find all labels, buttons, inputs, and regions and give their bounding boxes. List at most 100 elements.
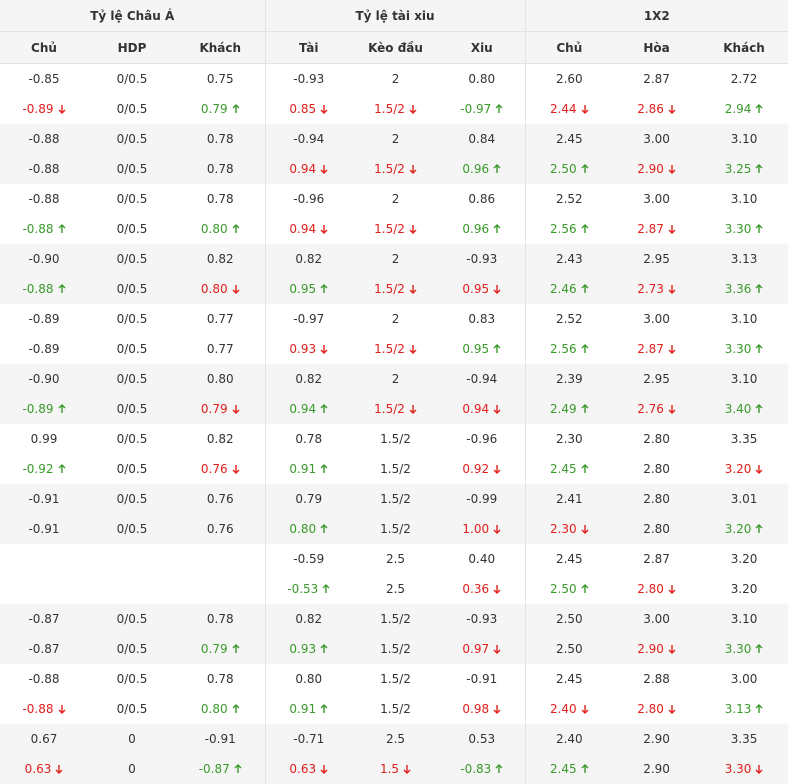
odds-cell: 0.95 — [439, 334, 525, 364]
odds-cell: 2.45 — [524, 124, 614, 154]
trend-arrow — [668, 225, 676, 234]
odds-cell: 0.80 — [264, 514, 353, 544]
odds-cell: 0.82 — [206, 432, 234, 446]
odds-value: 2.56 — [549, 342, 577, 356]
odds-cell: 3.20 — [700, 454, 788, 484]
odds-cell: 0/0.5 — [88, 604, 176, 634]
odds-cell: 0/0.5 — [116, 192, 148, 206]
odds-cell: 1.5/2 — [352, 604, 440, 634]
odds-cell: 3.30 — [700, 214, 788, 244]
odds-cell: 0.93 — [264, 634, 353, 664]
odds-cell: 3.13 — [700, 244, 788, 274]
trend-arrow — [581, 705, 589, 714]
odds-value: 1.5/2 — [374, 162, 405, 176]
odds-cell: 0/0.5 — [88, 244, 176, 274]
group-header: Tỷ lệ tài xiu — [264, 0, 526, 32]
odds-value: 3.20 — [724, 522, 752, 536]
odds-value: 2.73 — [637, 282, 664, 296]
odds-value: 3.30 — [724, 222, 752, 236]
odds-row: -0.53 2.5 0.36 2.50 2.80 3.20 — [0, 574, 788, 604]
odds-value: 3.20 — [724, 462, 752, 476]
odds-cell: -0.53 — [264, 574, 353, 604]
odds-cell: 2.45 — [524, 664, 614, 694]
odds-cell: 0.67 — [0, 724, 88, 754]
trend-arrow — [493, 344, 501, 353]
column-header: Khách — [176, 31, 266, 64]
trend-arrow — [234, 764, 242, 773]
odds-row: 0.99 0/0.5 0.82 0.78 1.5/2 -0.96 2.30 2.80 3.35 — [0, 424, 788, 454]
odds-value: 0.96 — [462, 222, 490, 236]
trend-arrow — [58, 404, 66, 413]
odds-cell: 3.30 — [700, 754, 788, 784]
odds-cell: 0.79 — [264, 484, 353, 514]
odds-cell: 0.78 — [264, 424, 353, 454]
odds-cell: -0.85 — [28, 72, 60, 86]
odds-value: 0.79 — [200, 102, 228, 116]
trend-arrow — [668, 285, 676, 294]
odds-cell: 1.5/2 — [352, 334, 439, 364]
column-header: Tài — [264, 31, 353, 64]
odds-value: 0.80 — [200, 702, 228, 716]
odds-cell: -0.93 — [264, 63, 353, 94]
odds-cell: 0.82 — [264, 244, 353, 274]
odds-value: 0.96 — [462, 162, 490, 176]
odds-cell: 0.94 — [264, 154, 353, 184]
odds-cell: 1.5/2 — [380, 462, 411, 476]
odds-cell: -0.97 — [264, 304, 353, 334]
odds-cell: 1.5/2 — [380, 702, 411, 716]
trend-arrow — [493, 585, 501, 594]
odds-value: -0.83 — [460, 762, 492, 776]
odds-value: 2.56 — [549, 222, 577, 236]
odds-cell: 2 — [352, 364, 440, 394]
odds-cell: 0.78 — [206, 192, 234, 206]
trend-arrow — [493, 285, 501, 294]
trend-arrow — [755, 704, 763, 713]
odds-cell: 0.91 — [264, 454, 353, 484]
odds-cell: -0.90 — [0, 244, 88, 274]
odds-cell: 2.80 — [643, 432, 670, 446]
odds-cell: -0.87 — [176, 754, 266, 784]
trend-arrow — [755, 104, 763, 113]
odds-cell: 0.77 — [206, 312, 234, 326]
trend-arrow — [493, 525, 501, 534]
odds-cell: 1.5/2 — [380, 432, 411, 446]
odds-cell: 0/0.5 — [88, 514, 176, 544]
odds-value: 3.36 — [724, 282, 752, 296]
odds-value: 2.87 — [637, 342, 664, 356]
odds-cell: -0.96 — [264, 184, 353, 214]
odds-value: 3.13 — [724, 702, 752, 716]
odds-cell: 3.25 — [700, 154, 788, 184]
odds-cell: 0.80 — [176, 364, 266, 394]
odds-value: -0.53 — [287, 582, 319, 596]
odds-cell: 2.56 — [524, 334, 614, 364]
odds-cell: 0.76 — [176, 484, 266, 514]
group-header: Tỷ lệ Châu Á — [0, 0, 266, 32]
trend-arrow — [755, 465, 763, 474]
trend-arrow — [668, 705, 676, 714]
trend-arrow — [322, 584, 330, 593]
odds-cell: 0.78 — [176, 604, 266, 634]
odds-cell: 2.49 — [524, 394, 614, 424]
odds-cell: 2.46 — [524, 274, 614, 304]
odds-value: 0.95 — [462, 342, 490, 356]
odds-value: 0.91 — [289, 462, 317, 476]
odds-row: -0.90 0/0.5 0.82 0.82 2 -0.93 2.43 2.95 3.13 — [0, 244, 788, 274]
odds-cell: 0.84 — [439, 124, 526, 154]
odds-value: 1.00 — [462, 522, 490, 536]
trend-arrow — [320, 404, 328, 413]
odds-cell: 0/0.5 — [88, 364, 176, 394]
odds-cell: 0/0.5 — [116, 462, 148, 476]
odds-cell: 0/0.5 — [116, 312, 148, 326]
odds-cell: 2.30 — [524, 514, 614, 544]
trend-arrow — [581, 284, 589, 293]
odds-cell: 3.10 — [700, 604, 788, 634]
odds-cell: 0.80 — [264, 664, 353, 694]
odds-row: -0.88 0/0.5 0.78 -0.94 2 0.84 2.45 3.00 3.10 — [0, 124, 788, 154]
trend-arrow — [668, 105, 676, 114]
odds-cell: 0.78 — [206, 672, 234, 686]
odds-cell: -0.89 — [28, 312, 60, 326]
odds-cell: 1.5/2 — [352, 484, 440, 514]
odds-cell: 0.93 — [264, 334, 353, 364]
